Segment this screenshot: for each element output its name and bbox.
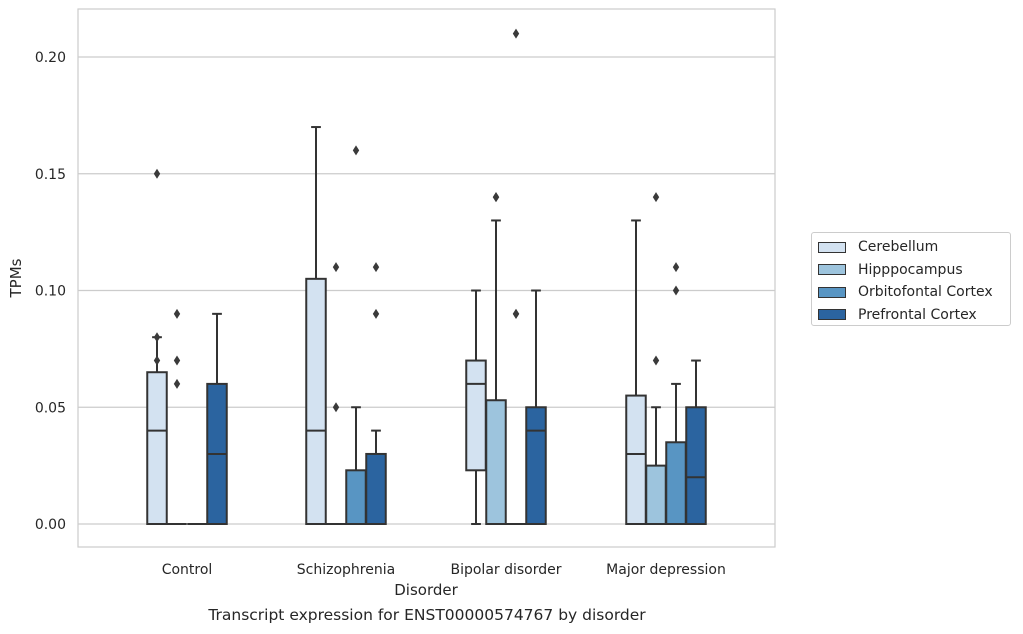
box-cerebellum bbox=[146, 168, 168, 525]
box-prefrontal-cortex bbox=[525, 289, 547, 525]
outlier-point bbox=[372, 308, 380, 319]
box-body bbox=[665, 441, 687, 525]
legend: Cerebellum Hipppocampus Orbitofontal Corte… bbox=[811, 232, 1011, 326]
legend-swatch bbox=[818, 241, 846, 253]
box-prefrontal-cortex bbox=[685, 359, 707, 525]
figure-caption: Transcript expression for ENST0000057476… bbox=[208, 606, 646, 624]
x-tick-label: Control bbox=[162, 562, 213, 578]
legend-label: Hipppocampus bbox=[858, 261, 963, 278]
box-orbitofontal-cortex bbox=[506, 28, 526, 525]
box-hipppocampus bbox=[167, 308, 187, 525]
legend-swatch bbox=[818, 264, 846, 276]
box-plots bbox=[146, 28, 707, 526]
legend-item: Cerebellum bbox=[818, 236, 1010, 259]
box-orbitofontal-cortex bbox=[345, 145, 367, 526]
x-tick-label: Bipolar disorder bbox=[450, 562, 561, 578]
outlier-point bbox=[672, 262, 680, 273]
y-tick-label: 0.20 bbox=[35, 50, 66, 66]
x-tick-label: Schizophrenia bbox=[297, 562, 395, 578]
y-axis-title: TPMs bbox=[7, 258, 25, 298]
box-orbitofontal-cortex bbox=[665, 262, 687, 525]
outlier-point bbox=[512, 28, 520, 39]
y-tick-label: 0.10 bbox=[35, 284, 66, 300]
y-tick-label: 0.15 bbox=[35, 167, 66, 183]
box-body bbox=[525, 406, 547, 525]
legend-item: Prefrontal Cortex bbox=[818, 304, 1010, 327]
outlier-point bbox=[173, 308, 181, 319]
x-axis-title: Disorder bbox=[394, 581, 458, 599]
outlier-point bbox=[672, 285, 680, 296]
outlier-point bbox=[153, 355, 161, 366]
outlier-point bbox=[512, 308, 520, 319]
box-cerebellum bbox=[625, 219, 647, 526]
legend-label: Orbitofontal Cortex bbox=[858, 284, 993, 301]
outlier-point bbox=[372, 262, 380, 273]
plot-frame bbox=[77, 8, 776, 548]
outlier-point bbox=[352, 145, 360, 156]
box-body bbox=[485, 399, 507, 525]
legend-swatch bbox=[818, 286, 846, 298]
y-tick-label: 0.05 bbox=[35, 400, 66, 416]
box-body bbox=[685, 406, 707, 525]
box-cerebellum bbox=[305, 126, 327, 526]
box-body bbox=[645, 464, 667, 525]
outlier-point bbox=[153, 168, 161, 179]
box-prefrontal-cortex bbox=[206, 312, 228, 525]
outlier-point bbox=[652, 192, 660, 203]
outlier-point bbox=[492, 192, 500, 203]
y-tick-labels: 0.00 0.05 0.10 0.15 0.20 bbox=[35, 50, 66, 533]
x-tick-label: Major depression bbox=[606, 562, 726, 578]
box-hipppocampus bbox=[645, 192, 667, 525]
outlier-point bbox=[652, 355, 660, 366]
box-body bbox=[345, 469, 367, 526]
x-tick-labels: Control Schizophrenia Bipolar disorder Majo… bbox=[162, 562, 726, 578]
legend-label: Prefrontal Cortex bbox=[858, 306, 977, 323]
outlier-point bbox=[173, 355, 181, 366]
legend-item: Orbitofontal Cortex bbox=[818, 281, 1010, 304]
outlier-point bbox=[332, 262, 340, 273]
legend-item: Hipppocampus bbox=[818, 259, 1010, 282]
box-body bbox=[146, 371, 168, 525]
outlier-point bbox=[153, 332, 161, 343]
box-hipppocampus bbox=[326, 262, 346, 525]
legend-swatch bbox=[818, 309, 846, 321]
outlier-point bbox=[332, 402, 340, 413]
box-body bbox=[465, 359, 487, 472]
box-cerebellum bbox=[465, 289, 487, 525]
y-tick-label: 0.00 bbox=[35, 517, 66, 533]
box-body bbox=[365, 452, 387, 526]
box-prefrontal-cortex bbox=[365, 262, 387, 526]
box-body bbox=[625, 394, 647, 526]
outlier-point bbox=[173, 378, 181, 389]
box-body bbox=[305, 277, 327, 526]
legend-label: Cerebellum bbox=[858, 239, 939, 256]
box-hipppocampus bbox=[485, 192, 507, 525]
